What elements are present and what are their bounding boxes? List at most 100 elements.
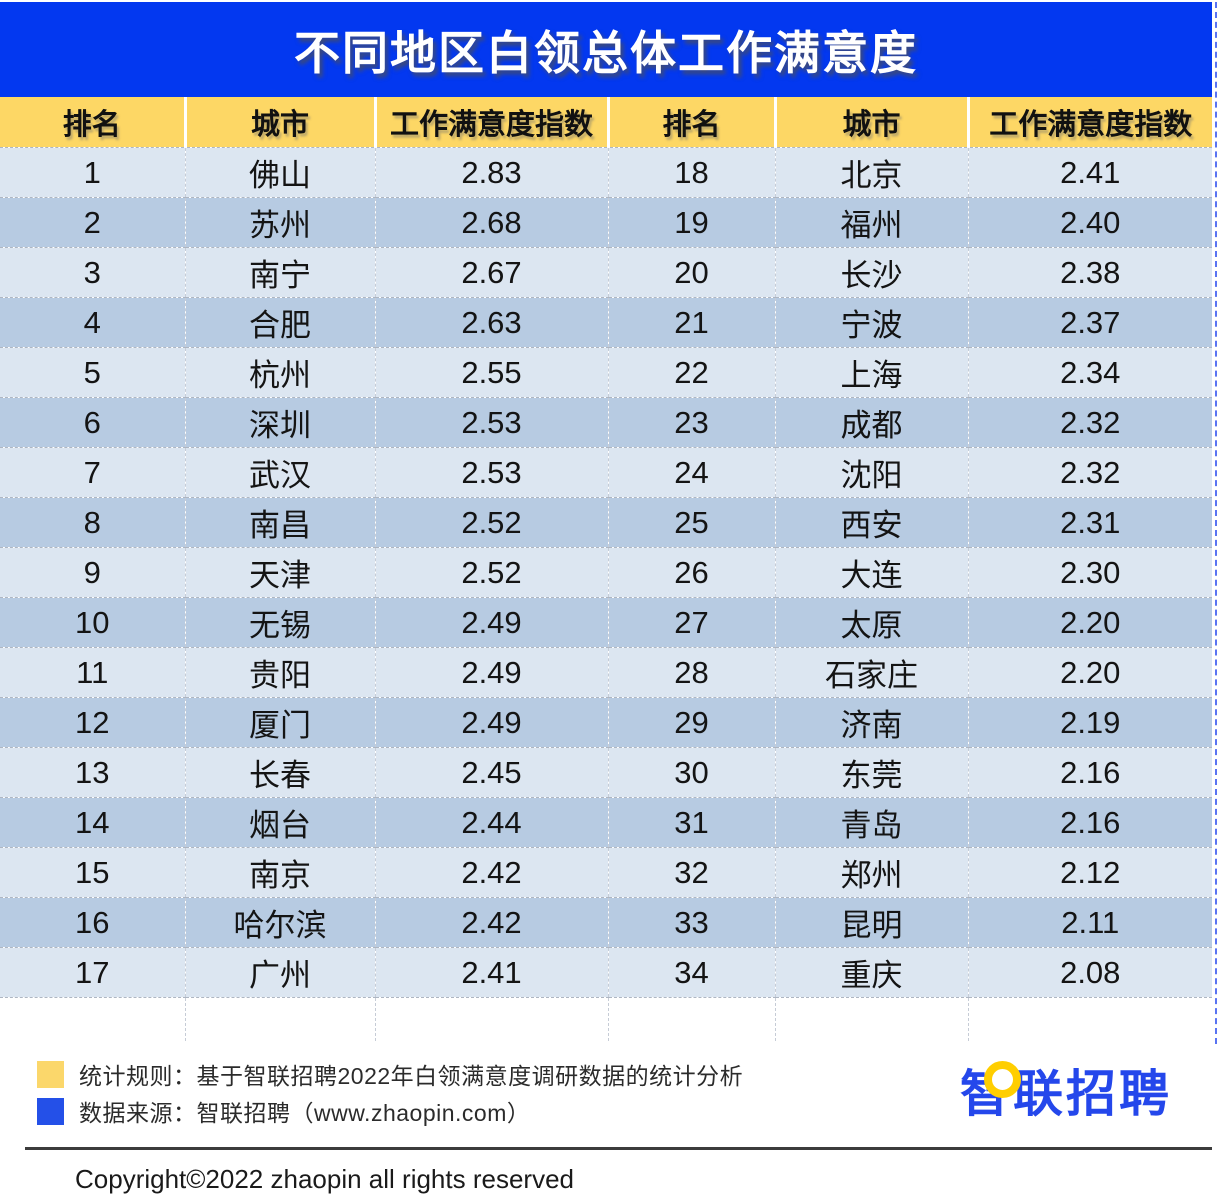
index-cell: 2.83 [374,147,608,198]
table-row: 10 无锡 2.49 27 太原 2.20 [0,597,1212,648]
index-cell: 2.49 [374,697,608,748]
rank-cell: 26 [607,547,775,598]
copyright-text: Copyright©2022 zhaopin all rights reserv… [75,1164,574,1194]
rank-cell: 22 [607,347,775,398]
city-cell: 上海 [774,347,968,398]
city-cell: 西安 [774,497,968,548]
index-cell: 2.37 [967,297,1212,348]
rank-cell: 34 [607,947,775,998]
city-cell: 长沙 [774,247,968,298]
index-cell: 2.31 [967,497,1212,548]
zhaopin-logo: 智联招聘 [960,1061,1172,1124]
title-bar: 不同地区白领总体工作满意度 [0,2,1212,97]
city-cell: 昆明 [774,897,968,948]
empty-cell [0,997,185,1041]
city-cell: 杭州 [184,347,375,398]
legend: 统计规则：基于智联招聘2022年白领满意度调研数据的统计分析 数据来源：智联招聘… [37,1057,743,1131]
rank-cell: 4 [0,297,185,348]
city-cell: 武汉 [184,447,375,498]
rank-cell: 15 [0,847,185,898]
table-row: 13 长春 2.45 30 东莞 2.16 [0,747,1212,798]
table-row: 9 天津 2.52 26 大连 2.30 [0,547,1212,598]
page-break-dashed-line [1215,2,1217,1044]
header-city-right: 城市 [773,97,968,148]
city-cell: 青岛 [774,797,968,848]
index-cell: 2.40 [967,197,1212,248]
table-row: 8 南昌 2.52 25 西安 2.31 [0,497,1212,548]
rank-cell: 23 [607,397,775,448]
empty-cell [967,997,1212,1041]
index-cell: 2.41 [967,147,1212,198]
table-row: 16 哈尔滨 2.42 33 昆明 2.11 [0,897,1212,948]
index-cell: 2.20 [967,597,1212,648]
legend-row-rules: 统计规则：基于智联招聘2022年白领满意度调研数据的统计分析 [37,1057,743,1091]
rank-cell: 33 [607,897,775,948]
city-cell: 南宁 [184,247,375,298]
legend-rules-text: 统计规则：基于智联招聘2022年白领满意度调研数据的统计分析 [79,1063,744,1089]
table-row: 7 武汉 2.53 24 沈阳 2.32 [0,447,1212,498]
rank-cell: 9 [0,547,185,598]
rank-cell: 28 [607,647,775,698]
city-cell: 哈尔滨 [184,897,375,948]
city-cell: 沈阳 [774,447,968,498]
rank-cell: 10 [0,597,185,648]
index-cell: 2.49 [374,647,608,698]
satisfaction-table: 排名 城市 工作满意度指数 排名 城市 工作满意度指数 1 佛山 2.83 18 北京 2… [0,97,1212,1041]
header-index-left: 工作满意度指数 [373,97,608,148]
zhaopin-logo-circle-icon [984,1061,1021,1098]
city-cell: 北京 [774,147,968,198]
table-row: 5 杭州 2.55 22 上海 2.34 [0,347,1212,398]
rank-cell: 13 [0,747,185,798]
table-row: 14 烟台 2.44 31 青岛 2.16 [0,797,1212,848]
table-row: 17 广州 2.41 34 重庆 2.08 [0,947,1212,998]
index-cell: 2.63 [374,297,608,348]
table-row: 2 苏州 2.68 19 福州 2.40 [0,197,1212,248]
yellow-swatch-icon [37,1060,64,1088]
index-cell: 2.20 [967,647,1212,698]
index-cell: 2.52 [374,497,608,548]
city-cell: 佛山 [184,147,375,198]
rank-cell: 24 [607,447,775,498]
rank-cell: 8 [0,497,185,548]
legend-source-text: 数据来源：智联招聘（www.zhaopin.com） [79,1100,531,1126]
page-title: 不同地区白领总体工作满意度 [294,26,918,79]
index-cell: 2.42 [374,897,608,948]
index-cell: 2.34 [967,347,1212,398]
city-cell: 南京 [184,847,375,898]
rank-cell: 14 [0,797,185,848]
rank-cell: 31 [607,797,775,848]
header-index-right: 工作满意度指数 [966,97,1212,148]
index-cell: 2.53 [374,447,608,498]
city-cell: 广州 [184,947,375,998]
blue-swatch-icon [37,1097,64,1125]
index-cell: 2.16 [967,797,1212,848]
city-cell: 烟台 [184,797,375,848]
city-cell: 石家庄 [774,647,968,698]
city-cell: 济南 [774,697,968,748]
index-cell: 2.45 [374,747,608,798]
header-rank-right: 排名 [606,97,775,148]
table-row: 15 南京 2.42 32 郑州 2.12 [0,847,1212,898]
table-header-row: 排名 城市 工作满意度指数 排名 城市 工作满意度指数 [0,97,1212,148]
city-cell: 东莞 [774,747,968,798]
city-cell: 郑州 [774,847,968,898]
city-cell: 合肥 [184,297,375,348]
rank-cell: 21 [607,297,775,348]
empty-cell [607,997,775,1041]
header-city-left: 城市 [183,97,375,148]
header-rank-left: 排名 [0,97,185,148]
city-cell: 天津 [184,547,375,598]
rank-cell: 2 [0,197,185,248]
city-cell: 宁波 [774,297,968,348]
city-cell: 无锡 [184,597,375,648]
rank-cell: 19 [607,197,775,248]
index-cell: 2.41 [374,947,608,998]
index-cell: 2.55 [374,347,608,398]
index-cell: 2.08 [967,947,1212,998]
table-row: 4 合肥 2.63 21 宁波 2.37 [0,297,1212,348]
empty-cell [774,997,968,1041]
city-cell: 厦门 [184,697,375,748]
city-cell: 深圳 [184,397,375,448]
index-cell: 2.32 [967,397,1212,448]
